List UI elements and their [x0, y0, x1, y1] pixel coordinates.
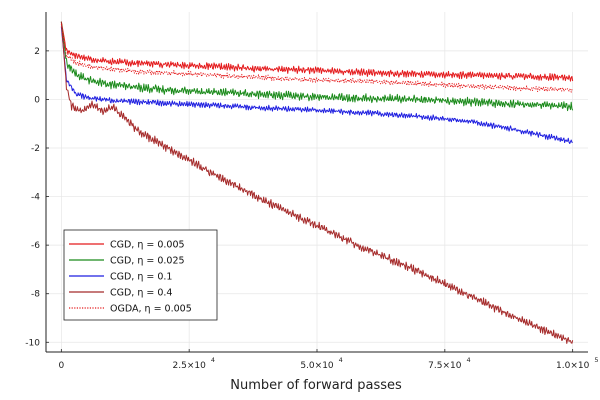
legend-label: CGD, η = 0.4 [110, 288, 172, 299]
series-line [60, 21, 574, 112]
tick-labels: 2 0 -2 -4 -6 -8 -10 0 2.5×10 4 5.0×10 4 7.5×10 4 1.0×1… [25, 47, 598, 371]
axes [45, 12, 588, 353]
legend-box [63, 229, 218, 321]
series-line [60, 21, 574, 344]
legend: CGD, η = 0.005 CGD, η = 0.025 CGD, η = 0.1… [63, 229, 218, 321]
y-tick-label: -6 [31, 241, 40, 251]
y-tick-label: -4 [31, 193, 40, 203]
series-line [60, 21, 574, 82]
x-tick-label: 2.5×10 [173, 361, 207, 371]
series-group [60, 21, 574, 344]
x-tick-label: 0 [58, 361, 64, 371]
y-tick-label: -10 [25, 338, 40, 348]
y-tick-label: -8 [31, 290, 40, 300]
legend-label: CGD, η = 0.1 [110, 272, 172, 283]
legend-label: OGDA, η = 0.005 [110, 304, 192, 315]
series-line [60, 26, 573, 144]
x-tick-exponent: 4 [466, 356, 470, 364]
x-tick-exponent: 4 [211, 356, 215, 364]
legend-label: CGD, η = 0.025 [110, 256, 185, 267]
x-tick-label: 7.5×10 [428, 361, 462, 371]
grid [46, 12, 588, 352]
series-line [60, 24, 574, 93]
y-tick-label: -2 [31, 144, 40, 154]
x-tick-label: 1.0×10 [556, 361, 590, 371]
x-tick-label: 5.0×10 [300, 361, 334, 371]
x-axis-title: Number of forward passes [230, 378, 402, 393]
x-tick-exponent: 4 [339, 356, 343, 364]
y-tick-label: 0 [34, 95, 40, 105]
y-tick-label: 2 [34, 47, 40, 57]
x-tick-exponent: 5 [594, 356, 598, 364]
legend-label: CGD, η = 0.005 [110, 240, 185, 251]
